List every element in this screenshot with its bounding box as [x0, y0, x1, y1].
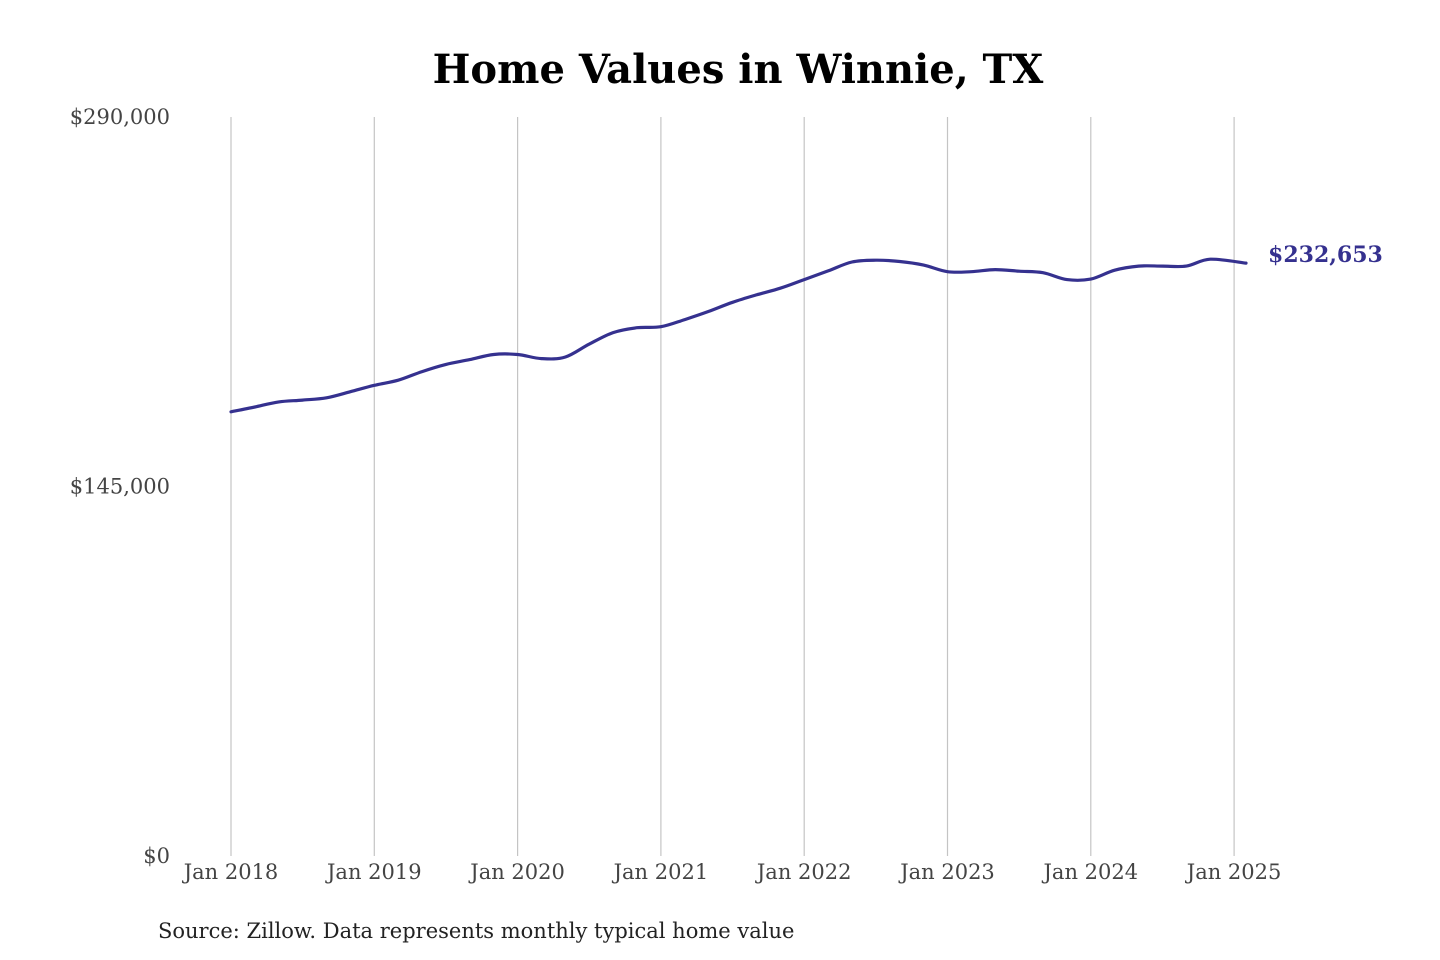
x-tick-label: Jan 2024 [1042, 860, 1139, 884]
series-line-home-value [229, 257, 1248, 414]
x-tick-label: Jan 2021 [612, 860, 709, 884]
x-tick-label: Jan 2025 [1185, 860, 1282, 884]
y-tick-label: $145,000 [70, 475, 170, 499]
x-tick-label: Jan 2023 [898, 860, 995, 884]
y-axis-ticks: $0 $145,000 $290,000 [70, 105, 170, 868]
end-value-label: $232,653 [1268, 242, 1383, 268]
x-gridlines [230, 117, 1235, 856]
y-tick-label: $0 [143, 844, 170, 868]
x-tick-label: Jan 2020 [468, 860, 565, 884]
source-note: Source: Zillow. Data represents monthly … [158, 919, 794, 943]
x-tick-label: Jan 2022 [755, 860, 852, 884]
x-tick-label: Jan 2018 [182, 860, 279, 884]
chart-title: Home Values in Winnie, TX [433, 46, 1044, 93]
y-tick-label: $290,000 [70, 105, 170, 129]
x-axis-ticks: Jan 2018 Jan 2019 Jan 2020 Jan 2021 Jan 2022… [182, 860, 1282, 884]
x-tick-label: Jan 2019 [325, 860, 422, 884]
